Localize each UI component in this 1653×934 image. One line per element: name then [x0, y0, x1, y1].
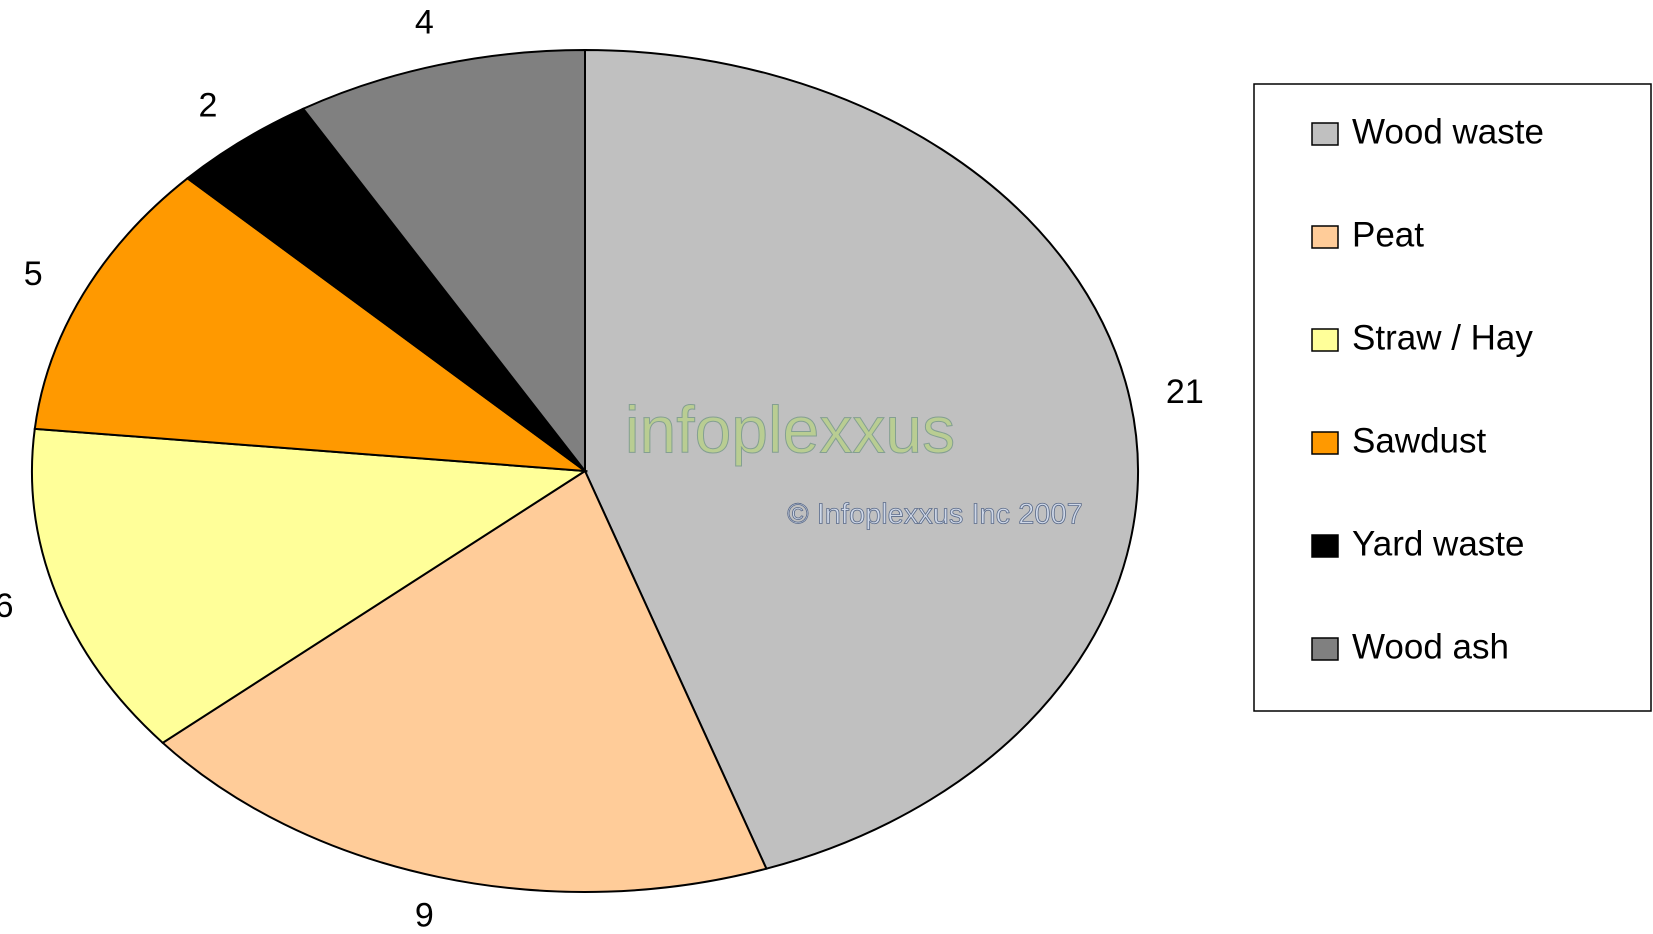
pie-slice [31, 427, 589, 745]
pie-slice [161, 469, 768, 893]
legend-swatch [1311, 122, 1339, 146]
legend-swatch [1311, 328, 1339, 352]
pie-slice [584, 48, 1139, 870]
legend-swatch [1311, 534, 1339, 558]
data-label: 5 [24, 255, 43, 293]
watermark-logo: infoplexxus [625, 392, 955, 466]
pie-slice [33, 177, 589, 473]
legend-label: Sawdust [1352, 421, 1487, 460]
pie [31, 48, 1139, 893]
data-label: 21 [1166, 373, 1204, 411]
legend: Wood waste Peat Straw / Hay Sawdust Yard was… [1311, 112, 1544, 666]
legend-label: Peat [1352, 215, 1424, 254]
data-label: 6 [0, 587, 13, 625]
legend-label: Yard waste [1352, 524, 1525, 563]
data-label: 2 [199, 87, 218, 125]
legend-swatch [1311, 225, 1339, 249]
watermark-copyright: © Infoplexxus Inc 2007 [787, 499, 1082, 531]
legend-label: Straw / Hay [1352, 318, 1533, 357]
legend-label: Wood ash [1352, 627, 1509, 666]
legend-box [1253, 83, 1652, 712]
legend-swatch [1311, 637, 1339, 661]
data-label: 4 [415, 3, 434, 41]
legend-label: Wood waste [1352, 112, 1544, 151]
legend-swatch [1311, 431, 1339, 455]
pie-slice [301, 48, 586, 474]
data-label: 9 [415, 897, 434, 934]
